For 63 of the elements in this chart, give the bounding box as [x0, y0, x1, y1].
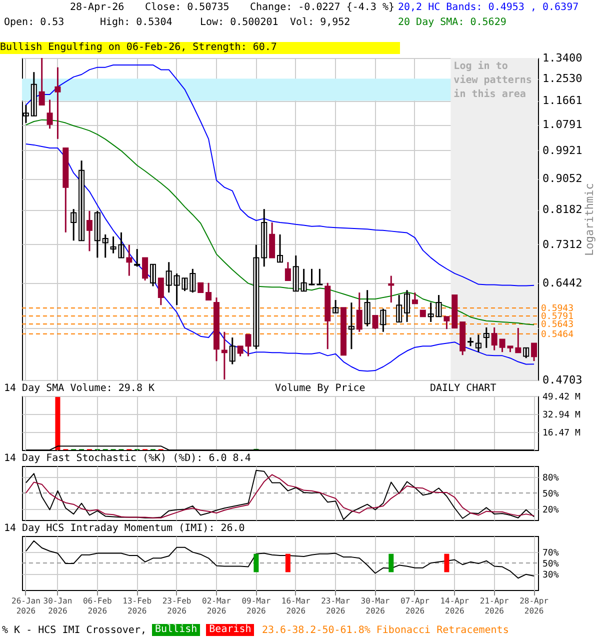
- text: 20 Day SMA: 0.5629: [398, 17, 506, 29]
- x-tick-label: 28-Apr 2026: [520, 596, 549, 616]
- candlestick: [340, 307, 347, 356]
- text: Vol: 9,952: [290, 17, 350, 29]
- band-label: Log in to view patterns in this area: [454, 60, 532, 100]
- x-tick-label: 23-Mar 2026: [321, 596, 350, 616]
- chart-title: 14 Day HCS Intraday Momentum (IMI): 26.0: [4, 523, 245, 535]
- y-tick-label: 0.4703: [542, 374, 582, 386]
- text: DAILY CHART: [430, 383, 496, 395]
- y-tick-label: 50%: [542, 490, 560, 500]
- y-tick-label: 16.47 M: [542, 428, 582, 439]
- x-tick-label: 07-Apr 2026: [400, 596, 430, 616]
- text: % K - HCS IMI Crossover,: [2, 625, 146, 637]
- candlestick: [420, 310, 426, 318]
- text: 20,2 HC Bands: 0.4953 , 0.6397: [398, 2, 579, 14]
- x-tick-label: 16-Mar 2026: [281, 596, 311, 616]
- y-tick-label: 0.7312: [542, 238, 582, 251]
- x-tick-label: 30-Jan 2026: [43, 596, 72, 616]
- chart-title: 14 Day SMA Volume: 29.8 K: [4, 383, 155, 395]
- y-tick-label: 20%: [542, 506, 560, 516]
- text: Bullish: [152, 624, 200, 636]
- y-tick-label: 1.2530: [542, 72, 582, 86]
- text: Volume By Price: [275, 383, 366, 395]
- line-series: [25, 540, 535, 579]
- chart-title: 14 Day Fast Stochastic (%K) (%D): 6.0 8.4: [4, 453, 251, 465]
- x-tick-label: 06-Feb 2026: [82, 596, 112, 616]
- y-tick-label: 0.6442: [542, 276, 582, 290]
- y-tick-label: 32.94 M: [542, 410, 582, 421]
- y-tick-label: 1.3400: [542, 52, 582, 64]
- text: Bearish: [206, 624, 254, 636]
- text: 23.6-38.2-50-61.8% Fibonacci Retracements: [262, 625, 509, 637]
- text: Close: 0.50735: [145, 2, 230, 14]
- line-series: [25, 144, 535, 372]
- y-axis-title: Logarithmic: [583, 183, 596, 256]
- y-tick-label: 1.0791: [542, 118, 582, 132]
- text: Bullish Engulfing on 06-Feb-26, Strength: 60.7: [0, 42, 400, 54]
- y-tick-label: 1.1661: [542, 94, 582, 108]
- x-tick-label: 14-Apr 2026: [440, 596, 470, 616]
- y-tick-label: 30%: [542, 570, 560, 580]
- y-tick-label: 80%: [542, 473, 560, 484]
- x-tick-label: 09-Mar 2026: [242, 596, 271, 616]
- ref-line-label: 0.5643: [541, 320, 574, 330]
- x-tick-label: 30-Mar 2026: [360, 596, 390, 616]
- x-tick-label: 13-Feb 2026: [122, 596, 152, 616]
- x-tick-label: 02-Mar 2026: [202, 596, 232, 616]
- candlestick: [452, 294, 458, 328]
- text: 28-Apr-26: [70, 2, 124, 14]
- y-tick-label: 50%: [542, 560, 560, 570]
- text: Change: -0.0227 {-4.3 %}: [250, 2, 394, 14]
- y-tick-label: 49.42 M: [542, 392, 582, 402]
- y-tick-label: 0.9052: [542, 172, 582, 186]
- text: Low: 0.500201: [200, 17, 278, 29]
- y-tick-label: 70%: [542, 548, 560, 559]
- ref-line-label: 0.5464: [541, 330, 574, 340]
- y-tick-label: 0.8182: [542, 203, 582, 216]
- y-tick-label: 0.9921: [542, 144, 582, 157]
- text: High: 0.5304: [100, 17, 172, 29]
- bar: [55, 397, 60, 450]
- text: Open: 0.53: [4, 17, 64, 29]
- x-tick-label: 23-Feb 2026: [162, 596, 192, 616]
- candlestick: [198, 282, 204, 294]
- x-tick-label: 21-Apr 2026: [480, 596, 509, 616]
- x-tick-label: 26-Jan 2026: [12, 596, 41, 616]
